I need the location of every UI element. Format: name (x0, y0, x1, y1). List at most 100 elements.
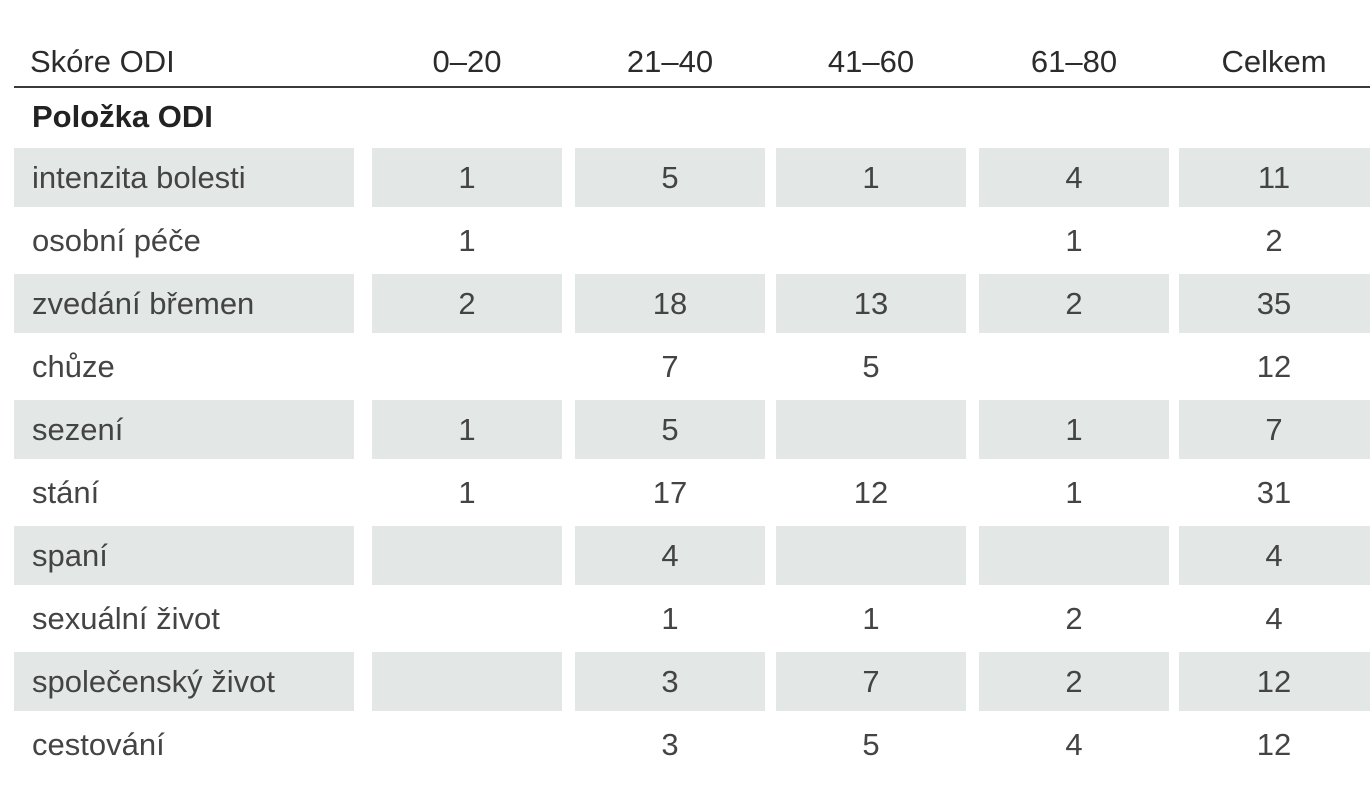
row-value-cell: 2 (1265, 223, 1283, 258)
table-row: sexuální život 1 1 2 4 (14, 587, 1370, 650)
row-value-cell: 1 (458, 475, 476, 510)
row-label: sexuální život (32, 601, 220, 636)
row-shade-block (1179, 274, 1370, 333)
row-value-cell: 7 (661, 349, 679, 384)
row-value-cell: 2 (458, 286, 476, 321)
row-value-cell: 3 (661, 727, 679, 762)
row-value-cell: 11 (1257, 160, 1291, 195)
row-shade-block (372, 526, 562, 585)
row-shade-block (14, 400, 354, 459)
row-value-cell: 4 (1065, 727, 1083, 762)
header-range-61-80: 61–80 (1030, 44, 1118, 79)
table-header-row: Skóre ODI 0–20 21–40 41–60 61–80 Celkem (14, 0, 1370, 88)
row-shade-block (776, 148, 966, 207)
table-row: intenzita bolesti 1 5 1 4 11 (14, 146, 1370, 209)
row-value-cell: 1 (1065, 223, 1083, 258)
table-body: intenzita bolesti 1 5 1 4 11 osobní péče 1 1 2 zve… (14, 146, 1370, 776)
table-row: chůze 7 5 12 (14, 335, 1370, 398)
row-label: osobní péče (32, 223, 201, 258)
header-range-0-20: 0–20 (432, 44, 502, 79)
table-row: společenský život 3 7 2 12 (14, 650, 1370, 713)
row-shade-block (372, 148, 562, 207)
row-value-cell: 2 (1065, 664, 1083, 699)
row-value-cell (372, 587, 562, 650)
row-value-cell: 2 (1065, 286, 1083, 321)
row-value-cell: 7 (862, 664, 880, 699)
row-value-cell (372, 335, 562, 398)
table-row: spaní 4 4 (14, 524, 1370, 587)
row-label: sezení (32, 412, 124, 447)
row-value-cell: 1 (661, 601, 679, 636)
table-row: osobní péče 1 1 2 (14, 209, 1370, 272)
row-shade-block (1179, 400, 1370, 459)
row-value-cell (776, 209, 966, 272)
header-range-41-60: 41–60 (827, 44, 915, 79)
row-value-cell: 4 (1265, 601, 1283, 636)
row-value-cell: 4 (1065, 160, 1083, 195)
row-shade-block (575, 652, 765, 711)
row-value-cell: 7 (1265, 412, 1283, 447)
row-label: intenzita bolesti (32, 160, 246, 195)
row-shade-block (14, 652, 354, 711)
row-shade-block (14, 148, 354, 207)
row-value-cell: 17 (652, 475, 688, 510)
row-value-cell: 5 (661, 412, 679, 447)
row-value-cell (979, 524, 1169, 587)
odi-table: Skóre ODI 0–20 21–40 41–60 61–80 Celkem … (14, 0, 1370, 776)
table-row: cestování 3 5 4 12 (14, 713, 1370, 776)
row-value-cell (372, 713, 562, 776)
row-value-cell (979, 335, 1169, 398)
row-value-cell: 12 (853, 475, 889, 510)
header-total: Celkem (1221, 44, 1327, 79)
row-value-cell (776, 524, 966, 587)
table-row: sezení 1 5 1 7 (14, 398, 1370, 461)
row-shade-block (575, 274, 765, 333)
row-shade-block (372, 400, 562, 459)
row-label: zvedání břemen (32, 286, 255, 321)
row-shade-block (1179, 526, 1370, 585)
row-shade-block (1179, 652, 1370, 711)
row-value-cell: 2 (1065, 601, 1083, 636)
table-row: zvedání břemen 2 18 13 2 35 (14, 272, 1370, 335)
row-value-cell: 1 (458, 160, 476, 195)
row-value-cell: 1 (1065, 475, 1083, 510)
row-label: stání (32, 475, 100, 510)
row-shade-block (575, 148, 765, 207)
row-shade-block (575, 400, 765, 459)
row-value-cell (372, 524, 562, 587)
row-shade-block (979, 148, 1169, 207)
row-shade-block (979, 526, 1169, 585)
header-score-odi: Skóre ODI (30, 44, 175, 79)
row-value-cell: 5 (661, 160, 679, 195)
row-value-cell: 4 (661, 538, 679, 573)
row-value-cell: 1 (458, 223, 476, 258)
row-value-cell: 5 (862, 349, 880, 384)
row-value-cell: 35 (1256, 286, 1292, 321)
header-range-21-40: 21–40 (626, 44, 714, 79)
row-value-cell: 5 (862, 727, 880, 762)
row-value-cell (372, 650, 562, 713)
row-value-cell: 4 (1265, 538, 1283, 573)
row-value-cell: 1 (458, 412, 476, 447)
row-value-cell (776, 398, 966, 461)
section-label-polozka-odi: Položka ODI (32, 99, 213, 134)
row-label: chůze (32, 349, 115, 384)
row-shade-block (776, 526, 966, 585)
row-shade-block (776, 400, 966, 459)
row-value-cell: 1 (862, 160, 880, 195)
row-value-cell: 1 (1065, 412, 1083, 447)
row-value-cell: 12 (1256, 349, 1292, 384)
row-shade-block (979, 400, 1169, 459)
row-value-cell: 18 (652, 286, 688, 321)
row-value-cell (575, 209, 765, 272)
row-shade-block (575, 526, 765, 585)
row-value-cell: 12 (1256, 727, 1292, 762)
row-shade-block (372, 274, 562, 333)
row-shade-block (979, 274, 1169, 333)
row-label: cestování (32, 727, 165, 762)
table-row: stání 1 17 12 1 31 (14, 461, 1370, 524)
row-label: spaní (32, 538, 108, 573)
row-shade-block (14, 274, 354, 333)
row-value-cell: 12 (1256, 664, 1292, 699)
row-shade-block (979, 652, 1169, 711)
